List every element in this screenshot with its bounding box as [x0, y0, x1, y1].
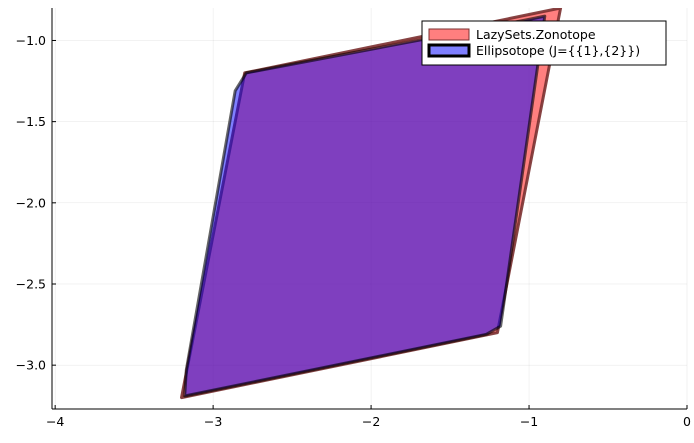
x-tick-label: −4: [46, 414, 64, 429]
legend-box: [421, 20, 667, 66]
x-tick-label: −1: [520, 414, 538, 429]
y-tick-label: −1.5: [16, 114, 46, 129]
axes: −4 −3 −2 −1 0 −3.0 −2.5 −2.0 −1.5 −1.0: [16, 8, 691, 429]
ellipsotope-polygon: [183, 14, 547, 398]
legend-swatch: [427, 43, 471, 58]
y-tick-label: −3.0: [16, 358, 46, 373]
x-tick-label: 0: [683, 414, 691, 429]
legend-label: Ellipsotope (J={{1},{2}}): [476, 43, 640, 58]
y-tick-label: −2.5: [16, 276, 46, 291]
y-tick-label: −2.0: [16, 195, 46, 210]
legend-label: LazySets.Zonotope: [476, 27, 596, 42]
x-tick-label: −2: [362, 414, 380, 429]
y-tick-label: −1.0: [16, 33, 46, 48]
x-tick-label: −3: [204, 414, 222, 429]
plot-area: [180, 8, 563, 400]
legend-swatch: [428, 28, 470, 41]
